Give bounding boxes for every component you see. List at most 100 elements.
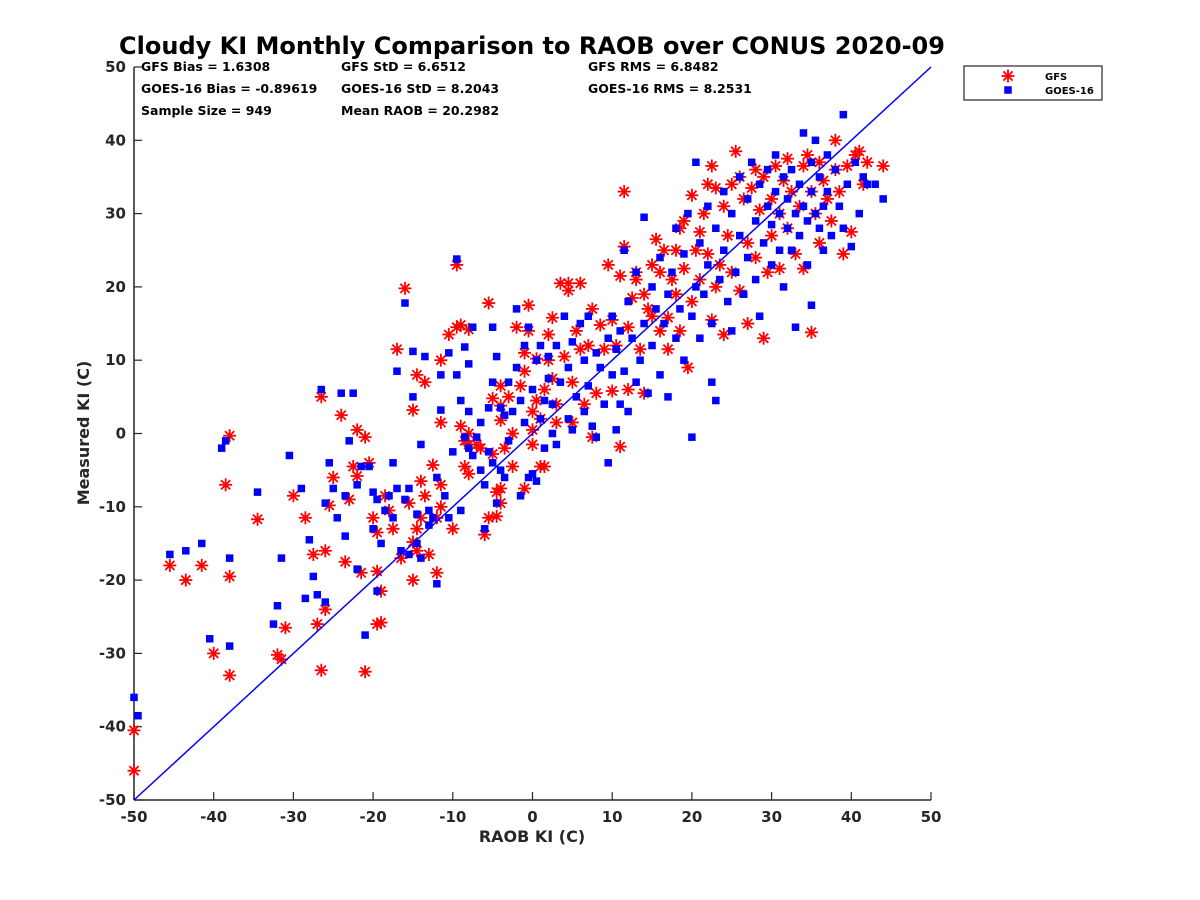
goes16-point: [803, 217, 812, 225]
goes16-point: [751, 275, 760, 284]
gfs-point: [677, 262, 691, 276]
goes16-point: [724, 297, 732, 306]
goes16-point: [413, 539, 421, 548]
gfs-point: [514, 379, 528, 393]
x-tick-label: -40: [200, 808, 227, 826]
goes16-point: [524, 473, 533, 482]
goes16-point: [389, 459, 397, 467]
goes16-point: [472, 433, 481, 441]
goes16-point: [468, 323, 477, 331]
goes16-point: [684, 209, 692, 218]
goes16-point: [735, 231, 744, 240]
x-axis-ticks: -50 -40 -30 -20 -10 0 10 20 30 40 50: [120, 792, 941, 826]
goes16-point: [775, 246, 784, 254]
gfs-point: [557, 350, 571, 364]
goes16-point: [791, 323, 800, 331]
gfs-point: [163, 558, 177, 572]
goes16-point: [377, 539, 385, 548]
legend-goes16-square: [1004, 86, 1012, 94]
gfs-point: [685, 188, 699, 202]
gfs-point: [645, 309, 659, 323]
x-tick-label: 10: [602, 808, 623, 826]
gfs-point: [828, 133, 842, 147]
goes16-point: [720, 187, 728, 196]
gfs-point: [781, 152, 795, 166]
goes16-point: [568, 338, 577, 346]
gfs-point: [314, 663, 328, 677]
goes16-point: [640, 213, 648, 222]
gfs-point: [386, 522, 400, 536]
gfs-point: [697, 207, 711, 221]
gfs-point: [366, 511, 380, 525]
goes16-point: [739, 290, 748, 298]
goes16-point: [484, 404, 493, 412]
gfs-point: [717, 199, 731, 213]
goes16-point: [321, 598, 330, 606]
goes16-point: [457, 506, 465, 515]
goes16-point: [871, 180, 879, 189]
goes16-point: [457, 396, 465, 405]
goes16-point: [496, 404, 505, 412]
goes16-point: [664, 393, 672, 401]
goes16-point: [708, 378, 716, 386]
gfs-point: [406, 403, 420, 417]
goes16-point: [799, 202, 808, 211]
goes16-point: [217, 444, 226, 452]
goes16-point: [863, 180, 871, 189]
gfs-point: [318, 544, 332, 558]
y-tick-label: 0: [116, 425, 126, 443]
goes16-point: [453, 371, 461, 379]
y-tick-label: -40: [99, 718, 126, 736]
goes16-point: [544, 374, 553, 383]
goes16-point: [831, 165, 840, 174]
goes16-point: [273, 602, 282, 610]
goes16-point: [807, 158, 816, 167]
gfs-point: [709, 280, 723, 294]
gfs-point: [434, 416, 448, 430]
x-axis-label: RAOB KI (C): [479, 827, 585, 846]
gfs-point: [223, 668, 237, 682]
goes16-point: [632, 378, 640, 386]
goes16-point: [751, 217, 760, 225]
goes16-point: [476, 466, 485, 474]
goes16-point: [253, 488, 262, 496]
gfs-point: [338, 555, 352, 569]
goes16-point: [592, 433, 601, 441]
gfs-point: [414, 474, 428, 488]
goes16-point: [508, 407, 517, 416]
gfs-point: [597, 342, 611, 356]
goes16-point: [449, 448, 457, 456]
gfs-point: [876, 159, 890, 173]
goes16-point: [441, 492, 449, 500]
goes16-point: [301, 594, 310, 603]
goes16-point: [373, 495, 381, 504]
goes16-point: [596, 363, 604, 372]
x-tick-label: -50: [120, 808, 147, 826]
gfs-point: [334, 408, 348, 422]
goes16-point: [676, 305, 684, 313]
gfs-point: [422, 547, 436, 561]
goes16-point: [648, 341, 656, 350]
gfs-point: [390, 342, 404, 356]
goes16-point: [604, 459, 612, 467]
goes16-point: [409, 393, 417, 401]
goes16-point: [464, 444, 473, 452]
goes16-point: [819, 202, 828, 211]
goes16-point: [648, 283, 656, 291]
goes16-point: [628, 334, 636, 342]
goes16-point: [640, 319, 648, 328]
gfs-point: [454, 419, 468, 433]
goes16-point: [130, 693, 138, 702]
gfs-point: [310, 617, 324, 631]
gfs-point: [434, 500, 448, 514]
goes16-point: [488, 378, 497, 386]
goes16-point: [835, 202, 844, 211]
chart-title: Cloudy KI Monthly Comparison to RAOB ove…: [119, 32, 945, 60]
gfs-bias-stat: GFS Bias = 1.6308: [141, 59, 270, 74]
gfs-point: [677, 214, 691, 228]
goes16-point: [349, 389, 357, 397]
goes16-point: [504, 437, 513, 445]
gfs-point: [765, 192, 779, 206]
gfs-point: [410, 522, 424, 536]
goes16-point: [827, 231, 836, 240]
